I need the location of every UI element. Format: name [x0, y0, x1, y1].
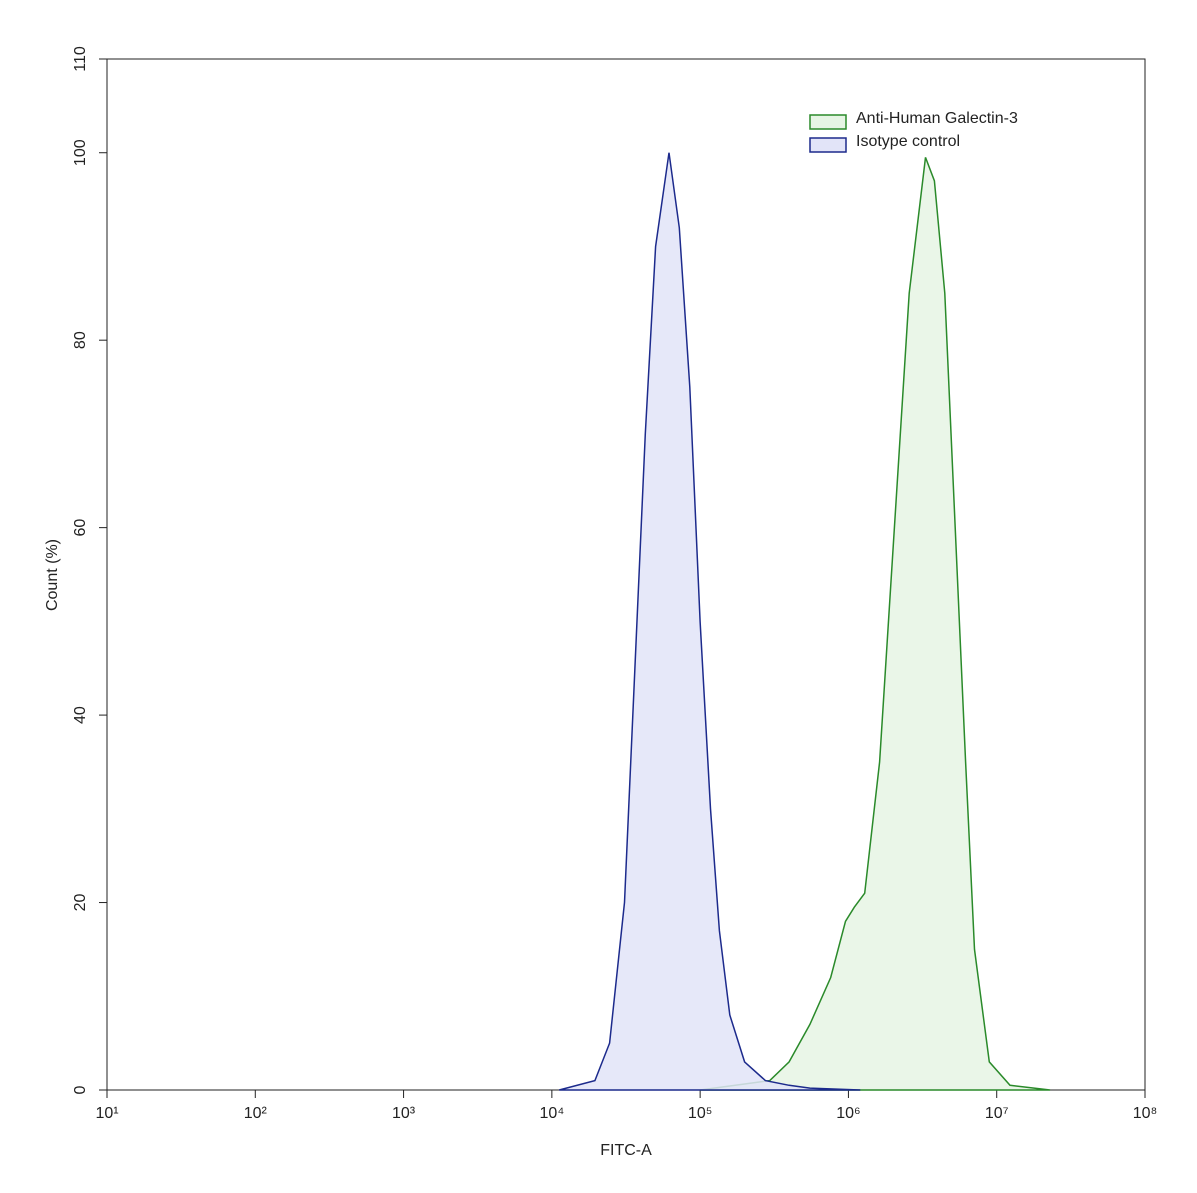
- y-tick-label: 80: [72, 331, 89, 349]
- area-curve: [699, 157, 1051, 1091]
- x-tick-label: 10⁶: [836, 1105, 860, 1122]
- y-tick-label: 110: [72, 46, 89, 72]
- y-tick-label: 60: [72, 519, 89, 537]
- x-tick-label: 10⁸: [1133, 1105, 1158, 1122]
- x-axis-label: FITC-A: [600, 1142, 652, 1159]
- legend-label: Isotype control: [856, 133, 960, 150]
- x-tick-label: 10²: [244, 1105, 268, 1122]
- y-tick-label: 100: [72, 139, 89, 166]
- y-tick-label: 20: [72, 894, 89, 912]
- legend-swatch: [809, 137, 847, 153]
- x-tick-label: 10¹: [95, 1105, 118, 1122]
- legend-label: Anti-Human Galectin-3: [856, 110, 1018, 127]
- x-tick-label: 10⁴: [540, 1105, 565, 1122]
- y-tick-label: 0: [72, 1085, 89, 1094]
- x-tick-label: 10⁷: [985, 1105, 1009, 1122]
- x-tick-label: 10³: [392, 1105, 416, 1122]
- legend-swatch: [809, 114, 847, 130]
- y-tick-label: 40: [72, 706, 89, 724]
- x-tick-label: 10⁵: [688, 1105, 712, 1122]
- area-curve: [559, 152, 861, 1091]
- y-axis-label: Count (%): [44, 539, 61, 611]
